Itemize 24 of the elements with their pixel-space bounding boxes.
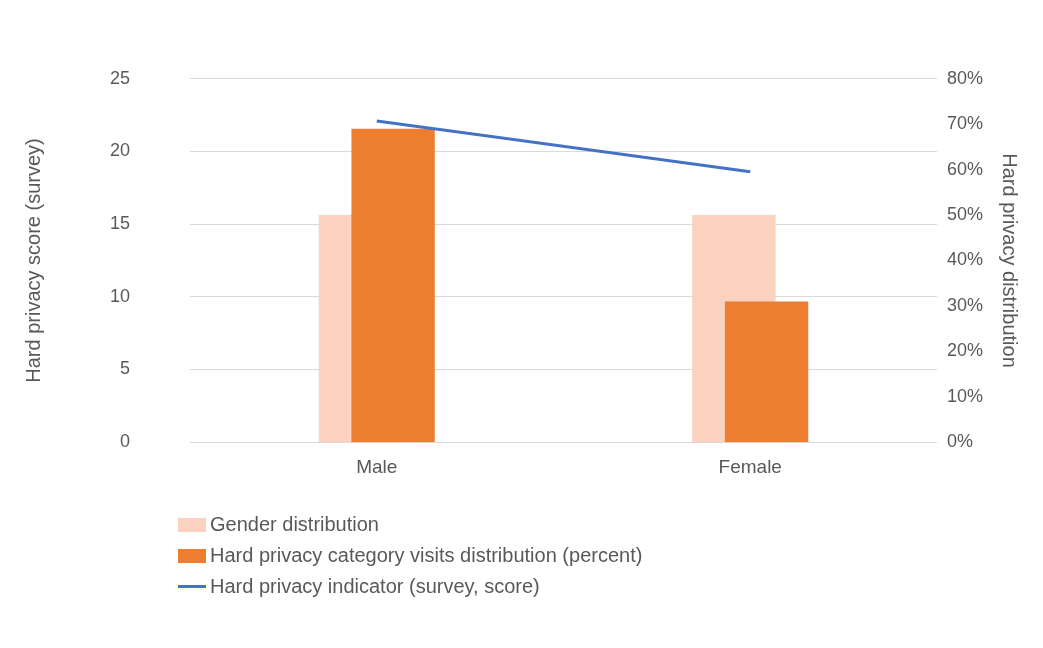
y2-tick-label: 50%: [946, 204, 983, 225]
legend-label: Hard privacy category visits distribution (percent): [210, 544, 643, 567]
legend-label: Gender distribution: [210, 513, 379, 536]
y-tick-label: 10: [109, 285, 131, 306]
y-tick-label: 25: [109, 67, 131, 88]
y2-tick-label: 80%: [946, 67, 983, 88]
y2-tick-label: 30%: [946, 294, 983, 315]
bar: [724, 301, 809, 443]
x-tick-label: Male: [356, 455, 398, 477]
y2-tick-label: 70%: [946, 113, 983, 134]
y2-tick-label: 20%: [946, 340, 983, 361]
y-axis-title: Hard privacy score (survey): [21, 138, 44, 383]
y2-tick-label: 0%: [946, 431, 973, 452]
y-tick-label: 0: [120, 431, 131, 452]
y2-tick-label: 60%: [946, 158, 983, 179]
legend-label: Hard privacy indicator (survey, score): [210, 575, 540, 598]
y2-tick-label: 40%: [946, 249, 983, 270]
y-tick-label: 15: [109, 213, 131, 234]
bar: [351, 128, 435, 443]
y2-tick-label: 10%: [946, 385, 983, 406]
y-tick-label: 5: [120, 358, 131, 379]
x-tick-label: Female: [718, 455, 782, 477]
y-tick-label: 20: [109, 140, 131, 161]
y2-axis-title: Hard privacy distribution: [999, 153, 1022, 368]
